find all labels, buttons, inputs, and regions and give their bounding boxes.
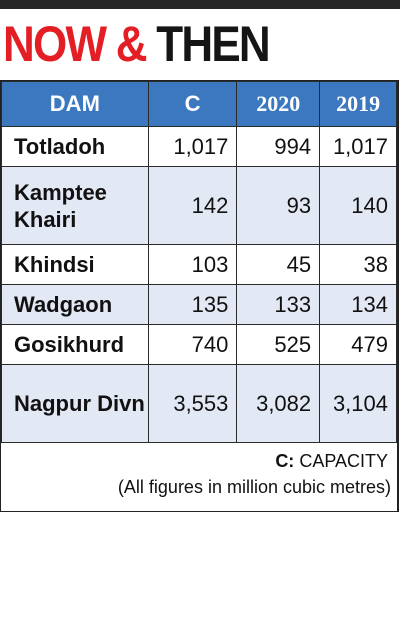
headline: NOW & THEN <box>3 14 271 74</box>
dam-name: Wadgaon <box>1 284 149 325</box>
capacity-value: 135 <box>147 284 238 325</box>
header-2019: 2019 <box>319 81 397 127</box>
capacity-note: C: CAPACITY <box>275 451 388 472</box>
table-row: Nagpur Divn 3,553 3,082 3,104 <box>1 364 397 443</box>
dam-name: Gosikhurd <box>1 324 149 365</box>
value-2020: 994 <box>236 126 321 167</box>
value-2020: 93 <box>236 166 321 245</box>
dam-table: DAM C 2020 2019 Totladoh 1,017 994 1,017… <box>1 81 397 443</box>
dam-name: Kamptee Khairi <box>1 166 149 245</box>
capacity-key: C: <box>275 451 295 471</box>
headline-then: THEN <box>156 16 270 72</box>
table-row: Gosikhurd 740 525 479 <box>1 324 397 365</box>
capacity-value: 103 <box>147 244 238 285</box>
table-row: Kamptee Khairi 142 93 140 <box>1 166 397 245</box>
header-capacity: C <box>147 81 238 127</box>
dam-name: Totladoh <box>1 126 149 167</box>
capacity-value: 142 <box>147 166 238 245</box>
value-2020: 525 <box>236 324 321 365</box>
table-row: Wadgaon 135 133 134 <box>1 284 397 325</box>
value-2019: 140 <box>319 166 397 245</box>
header-dam: DAM <box>1 81 149 127</box>
capacity-value: 1,017 <box>147 126 238 167</box>
table-row: Khindsi 103 45 38 <box>1 244 397 285</box>
value-2019: 134 <box>319 284 397 325</box>
units-note: (All figures in million cubic metres) <box>117 477 391 497</box>
headline-now: NOW & <box>3 16 148 72</box>
value-2020: 133 <box>236 284 321 325</box>
value-2020: 45 <box>236 244 321 285</box>
value-2019: 479 <box>319 324 397 365</box>
capacity-label: CAPACITY <box>294 451 388 471</box>
capacity-value: 3,553 <box>147 364 238 443</box>
table-row: Totladoh 1,017 994 1,017 <box>1 126 397 167</box>
top-bar <box>0 0 400 9</box>
dam-name: Nagpur Divn <box>1 364 149 443</box>
dam-name: Khindsi <box>1 244 149 285</box>
capacity-value: 740 <box>147 324 238 365</box>
value-2019: 3,104 <box>319 364 397 443</box>
header-row: DAM C 2020 2019 <box>1 81 397 127</box>
value-2019: 38 <box>319 244 397 285</box>
header-2020: 2020 <box>236 81 321 127</box>
value-2019: 1,017 <box>319 126 397 167</box>
table-panel: DAM C 2020 2019 Totladoh 1,017 994 1,017… <box>0 80 399 512</box>
value-2020: 3,082 <box>236 364 321 443</box>
